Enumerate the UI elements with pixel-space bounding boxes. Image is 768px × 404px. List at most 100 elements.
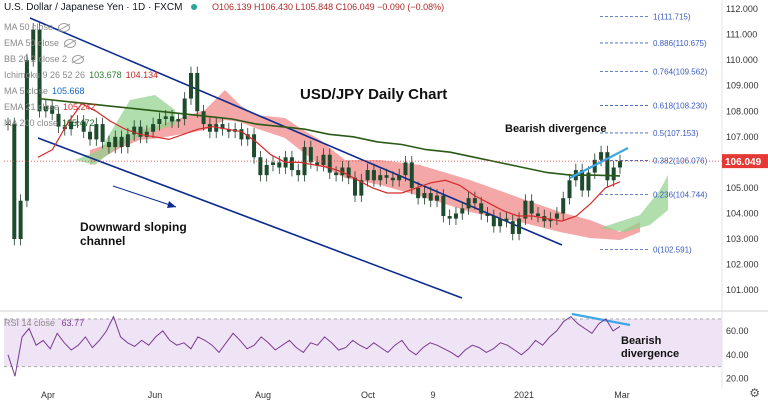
candle-body bbox=[195, 72, 200, 112]
candle-body bbox=[226, 129, 231, 132]
price-tick-label: 101.000 bbox=[726, 285, 759, 295]
candle-body bbox=[113, 136, 118, 148]
candle-body bbox=[24, 60, 29, 201]
settings-gear-icon[interactable]: ⚙ bbox=[749, 386, 760, 400]
candle-body bbox=[106, 141, 111, 148]
rsi-legend[interactable]: RSI 14 close 63.77 bbox=[4, 318, 84, 328]
candle-body bbox=[479, 203, 484, 214]
candle-body bbox=[37, 29, 42, 112]
candle-body bbox=[517, 218, 522, 234]
candle-body bbox=[277, 162, 282, 168]
candle-body bbox=[264, 164, 269, 176]
candle-body bbox=[605, 152, 610, 181]
candle-body bbox=[308, 147, 313, 163]
indicator-legend-value: 105.472 bbox=[62, 118, 95, 128]
candle-body bbox=[327, 154, 332, 173]
indicator-legend-value: 103.678 bbox=[89, 70, 122, 80]
candle-body bbox=[6, 124, 10, 126]
time-tick-label: Jun bbox=[148, 390, 163, 400]
candle-body bbox=[321, 154, 326, 165]
ema21-line bbox=[37, 102, 621, 222]
candle-body bbox=[523, 200, 528, 219]
indicator-legend-4[interactable]: MA 5 close 105.668 bbox=[4, 86, 85, 96]
candle-body bbox=[453, 213, 458, 219]
market-status-icon bbox=[191, 4, 198, 10]
price-tick-label: 103.000 bbox=[726, 234, 759, 244]
candle-body bbox=[138, 126, 143, 137]
candle-body bbox=[384, 175, 389, 178]
ohlc-values: O106.139 H106.430 L105.848 C106.049 −0.0… bbox=[211, 2, 445, 12]
candle-body bbox=[460, 208, 465, 214]
indicator-legend-5[interactable]: EMA 21 close 105.242 bbox=[4, 102, 96, 112]
candle-body bbox=[586, 172, 591, 191]
indicator-legend-label: MA 200 close bbox=[4, 118, 59, 128]
candle-body bbox=[403, 162, 408, 176]
chart-annotation-title: USD/JPY Daily Chart bbox=[300, 86, 447, 103]
indicator-legend-label: EMA 21 close bbox=[4, 102, 60, 112]
bearish-divergence-rsi-line bbox=[571, 312, 631, 327]
candle-body bbox=[441, 195, 446, 217]
time-tick-label: 9 bbox=[430, 390, 435, 400]
candle-body bbox=[567, 180, 572, 199]
indicator-legend-0[interactable]: MA 50 close bbox=[4, 22, 71, 33]
hidden-eye-icon[interactable] bbox=[58, 23, 71, 33]
indicator-legend-label: Ichimoku 9 26 52 26 bbox=[4, 70, 86, 80]
price-tick-label: 109.000 bbox=[726, 81, 759, 91]
price-tick-label: 102.000 bbox=[726, 260, 759, 270]
candle-body bbox=[447, 216, 452, 219]
candle-body bbox=[163, 116, 168, 119]
indicator-legend-2[interactable]: BB 20 2 close 2 bbox=[4, 54, 85, 65]
candle-body bbox=[245, 134, 250, 140]
candle-body bbox=[170, 116, 175, 122]
bearish-divergence-price-line bbox=[569, 147, 629, 179]
rsi-tick-label: 20.00 bbox=[726, 374, 749, 384]
fib-level-label: 0.5(107.153) bbox=[653, 129, 699, 138]
candle-body bbox=[422, 193, 427, 199]
fib-level-label: 0(102.591) bbox=[653, 245, 692, 254]
candle-body bbox=[144, 131, 149, 137]
candle-body bbox=[466, 198, 471, 209]
candle-body bbox=[201, 111, 206, 125]
hidden-eye-icon[interactable] bbox=[72, 55, 85, 65]
channel-lower-line bbox=[37, 137, 463, 299]
candle-body bbox=[535, 213, 540, 217]
candle-body bbox=[365, 170, 370, 181]
candle-body bbox=[214, 124, 219, 132]
ichimoku-cloud-bullish-future bbox=[600, 175, 668, 232]
candle-body bbox=[69, 121, 74, 130]
candle-body bbox=[88, 131, 93, 140]
rsi-bearish-label-line2: divergence bbox=[621, 348, 679, 360]
fib-level-label: 0.764(109.562) bbox=[653, 67, 708, 76]
channel-upper-line bbox=[29, 17, 563, 246]
candle-body bbox=[315, 162, 320, 165]
fib-level-label: 0.618(108.230) bbox=[653, 101, 708, 110]
indicator-legend-1[interactable]: EMA 50 close bbox=[4, 38, 77, 49]
time-tick-label: Aug bbox=[255, 390, 271, 400]
indicator-legend-6[interactable]: MA 200 close 105.472 bbox=[4, 118, 95, 128]
candle-body bbox=[132, 126, 137, 135]
candle-body bbox=[119, 136, 124, 148]
time-tick-label: Mar bbox=[614, 390, 630, 400]
time-tick-label: 2021 bbox=[514, 390, 534, 400]
candle-body bbox=[580, 170, 585, 191]
candle-body bbox=[359, 180, 364, 196]
indicator-legend-label: EMA 50 close bbox=[4, 38, 60, 48]
candle-body bbox=[340, 167, 345, 176]
ma200-line bbox=[37, 97, 621, 177]
symbol-title[interactable]: U.S. Dollar / Japanese Yen · 1D · FXCM bbox=[4, 2, 183, 13]
hidden-eye-icon[interactable] bbox=[64, 39, 77, 49]
candle-body bbox=[611, 167, 616, 181]
candle-body bbox=[472, 198, 477, 204]
ichimoku-cloud-bullish bbox=[75, 95, 175, 165]
price-tick-label: 107.000 bbox=[726, 132, 759, 142]
channel-label-line1: Downward sloping bbox=[80, 220, 187, 234]
indicator-legend-value: 104.134 bbox=[125, 70, 159, 80]
rsi-line bbox=[7, 315, 621, 377]
channel-label-line2: channel bbox=[80, 234, 125, 248]
indicator-legend-3[interactable]: Ichimoku 9 26 52 26 103.678 104.134 bbox=[4, 70, 158, 80]
candle-body bbox=[31, 29, 36, 61]
rsi-bearish-label-line1: Bearish bbox=[621, 335, 662, 347]
candle-body bbox=[258, 157, 263, 176]
